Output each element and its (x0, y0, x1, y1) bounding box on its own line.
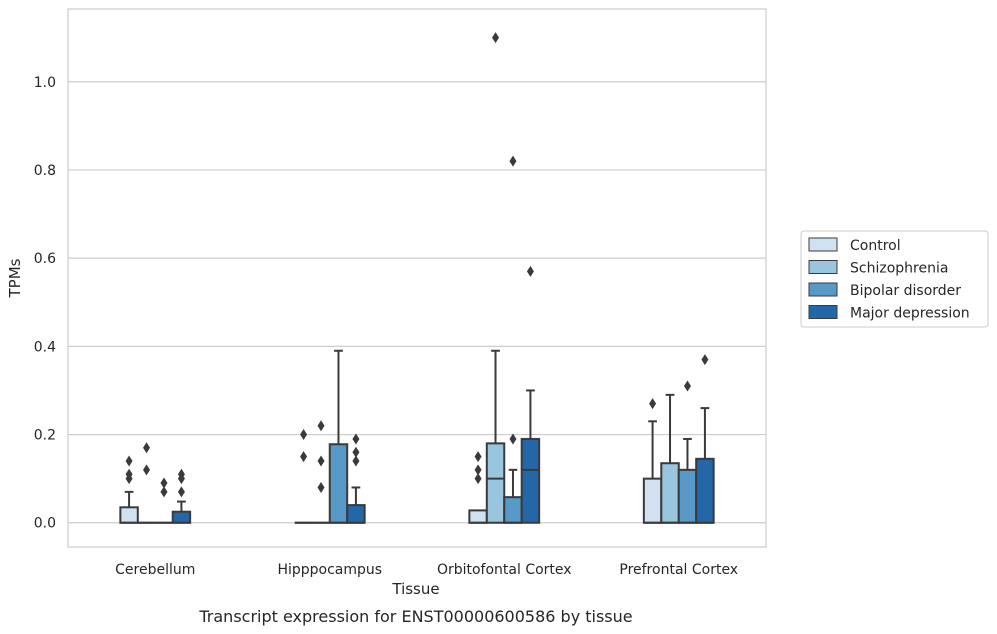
x-tick-label: Cerebellum (115, 562, 195, 578)
box-body (485, 442, 506, 524)
box-major-depression (171, 468, 192, 524)
legend-label: Major depression (850, 306, 970, 322)
outlier-point (649, 398, 657, 410)
x-tick-labels: Cerebellum Hipppocampus Orbitofontal Corte… (115, 562, 738, 578)
legend-label: Bipolar disorder (850, 283, 961, 299)
y-tick-label: 0.4 (34, 339, 56, 355)
outlier-point (492, 32, 500, 44)
legend-swatch (808, 282, 838, 297)
outlier-point (143, 442, 151, 454)
box-bipolar-disorder (328, 349, 349, 524)
box-control (119, 455, 139, 524)
outlier-point (317, 481, 325, 493)
legend: Control Schizophrenia Bipolar disorder Majo… (800, 230, 989, 328)
box-control (468, 451, 488, 524)
box-schizophrenia (312, 420, 330, 524)
outlier-point (177, 468, 185, 480)
box-body (119, 506, 139, 524)
outlier-point (160, 486, 168, 498)
outlier-point (352, 455, 360, 467)
box-groups (119, 32, 715, 524)
outlier-point (509, 155, 517, 167)
plot-frame (67, 8, 767, 548)
outlier-point (701, 354, 709, 366)
x-tick-label: Prefrontal Cortex (619, 562, 738, 578)
x-axis-label: Tissue (391, 580, 439, 598)
outlier-point (317, 420, 325, 432)
box-major-depression (520, 265, 541, 524)
box-bipolar-disorder (677, 380, 698, 524)
box-body (520, 437, 541, 524)
box-body (346, 504, 366, 524)
outlier-point (160, 477, 168, 489)
box-body (695, 457, 715, 524)
box-major-depression (695, 354, 715, 524)
y-tick-label: 0.0 (34, 516, 56, 532)
outlier-point (474, 451, 482, 463)
outlier-point (509, 433, 517, 445)
box-body (642, 477, 663, 524)
legend-swatch (808, 305, 838, 319)
outlier-point (300, 429, 308, 441)
outlier-point (526, 265, 534, 277)
y-tick-labels: 0.0 0.2 0.4 0.6 0.8 1.0 (34, 75, 56, 532)
box-body (503, 496, 523, 524)
box-bipolar-disorder (155, 477, 173, 524)
outlier-point (317, 455, 325, 467)
legend-swatch (808, 237, 838, 252)
x-tick-label: Hipppocampus (277, 562, 382, 578)
outlier-point (300, 451, 308, 463)
grid-lines (68, 81, 766, 524)
y-tick-label: 1.0 (34, 75, 56, 91)
outlier-point (125, 468, 133, 480)
box-schizophrenia (137, 442, 156, 524)
outlier-point (352, 446, 360, 458)
box-control (642, 398, 663, 524)
box-major-depression (346, 433, 366, 524)
outlier-point (474, 473, 482, 485)
legend-swatch (808, 260, 838, 274)
outlier-point (143, 464, 151, 476)
y-tick-label: 0.2 (34, 428, 56, 444)
outlier-point (177, 486, 185, 498)
outlier-point (683, 380, 691, 392)
box-control (294, 429, 313, 524)
chart-caption: Transcript expression for ENST0000060058… (198, 607, 632, 626)
legend-label: Schizophrenia (850, 261, 948, 277)
outlier-point (352, 433, 360, 445)
legend-frame (800, 230, 989, 328)
box-body (171, 510, 192, 524)
outlier-point (125, 455, 133, 467)
x-tick-label: Orbitofontal Cortex (437, 562, 572, 578)
y-tick-label: 0.8 (34, 163, 56, 179)
y-axis-label: TPMs (6, 258, 24, 298)
box-schizophrenia (485, 32, 506, 524)
box-bipolar-disorder (503, 155, 523, 524)
legend-label: Control (850, 238, 901, 254)
y-tick-label: 0.6 (34, 251, 56, 267)
box-body (468, 509, 488, 524)
box-body (660, 462, 680, 524)
box-body (677, 468, 698, 524)
outlier-point (474, 464, 482, 476)
box-schizophrenia (660, 393, 680, 524)
box-body (328, 443, 349, 524)
